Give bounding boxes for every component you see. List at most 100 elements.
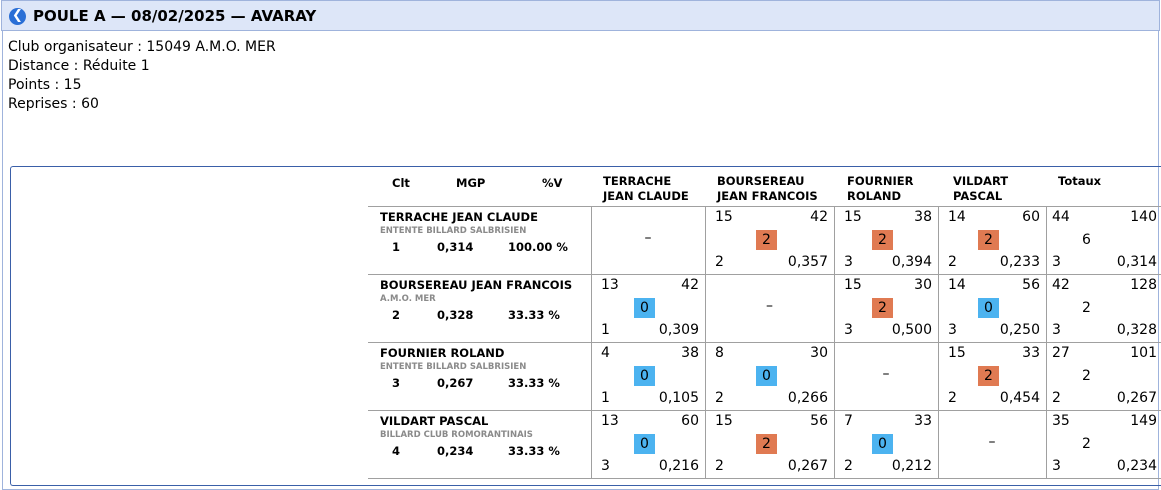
header-opponent-1: TERRACHE JEAN CLAUDE xyxy=(603,174,689,203)
self-dash: – xyxy=(882,366,890,382)
header-opponent-4: VILDART PASCAL xyxy=(953,174,1009,203)
result-badge-win: 2 xyxy=(978,230,999,250)
total-points: 27 xyxy=(1052,345,1070,361)
result-badge-loss: 0 xyxy=(634,298,655,318)
match-points: 8 xyxy=(715,345,724,361)
match-serie: 2 xyxy=(948,390,957,406)
match-points: 4 xyxy=(601,345,610,361)
match-cell: 15 33 2 2 0,454 xyxy=(938,342,1046,410)
player-rank: 3 xyxy=(392,376,401,390)
total-reprises: 128 xyxy=(1130,277,1157,293)
header-totaux: Totaux xyxy=(1058,174,1102,188)
match-reprises: 60 xyxy=(681,413,699,429)
match-cell: 14 56 0 3 0,250 xyxy=(938,274,1046,342)
match-moyenne: 0,357 xyxy=(787,254,828,270)
match-points: 14 xyxy=(948,277,966,293)
match-cell-self: – xyxy=(591,206,705,274)
grid-col-divider xyxy=(834,206,835,478)
grid-col-divider xyxy=(705,206,706,478)
total-match-points: 2 xyxy=(1082,368,1091,384)
total-moyenne: 0,267 xyxy=(1116,390,1157,406)
player-club: ENTENTE BILLARD SALBRISIEN xyxy=(380,362,527,372)
player-name: TERRACHE JEAN CLAUDE xyxy=(380,210,538,224)
total-serie: 3 xyxy=(1052,322,1061,338)
match-reprises: 56 xyxy=(1022,277,1040,293)
player-pct-victoires: 33.33 % xyxy=(508,308,560,322)
match-moyenne: 0,500 xyxy=(891,322,932,338)
player-rank: 2 xyxy=(392,308,401,322)
info-distance: Distance : Réduite 1 xyxy=(8,58,150,74)
player-name: VILDART PASCAL xyxy=(380,414,489,428)
match-cell: 15 30 2 3 0,500 xyxy=(834,274,938,342)
match-cell-self: – xyxy=(705,274,834,342)
header-opponent-2: BOURSEREAU JEAN FRANCOIS xyxy=(717,174,818,203)
match-serie: 2 xyxy=(715,254,724,270)
match-serie: 2 xyxy=(715,458,724,474)
match-moyenne: 0,454 xyxy=(999,390,1040,406)
total-serie: 3 xyxy=(1052,458,1061,474)
match-moyenne: 0,309 xyxy=(658,322,699,338)
info-points: Points : 15 xyxy=(8,77,82,93)
total-reprises: 101 xyxy=(1130,345,1157,361)
match-reprises: 56 xyxy=(810,413,828,429)
result-badge-loss: 0 xyxy=(756,366,777,386)
result-badge-win: 2 xyxy=(756,230,777,250)
grid-row-divider xyxy=(368,478,1161,479)
player-name: BOURSEREAU JEAN FRANCOIS xyxy=(380,278,573,292)
result-badge-win: 2 xyxy=(872,230,893,250)
title-bar: ❮ POULE A — 08/02/2025 — AVARAY xyxy=(1,0,1160,31)
match-moyenne: 0,233 xyxy=(999,254,1040,270)
total-reprises: 140 xyxy=(1130,209,1157,225)
match-cell: 7 33 0 2 0,212 xyxy=(834,410,938,478)
player-rank: 1 xyxy=(392,240,401,254)
match-cell: 15 42 2 2 0,357 xyxy=(705,206,834,274)
back-arrow-icon[interactable]: ❮ xyxy=(9,8,26,25)
match-reprises: 38 xyxy=(681,345,699,361)
match-points: 7 xyxy=(844,413,853,429)
player-mgp: 0,314 xyxy=(437,240,474,254)
total-points: 42 xyxy=(1052,277,1070,293)
match-points: 15 xyxy=(844,209,862,225)
info-reprises: Reprises : 60 xyxy=(8,96,99,112)
header-clt: Clt xyxy=(392,176,410,190)
player-name: FOURNIER ROLAND xyxy=(380,346,505,360)
info-club-organisateur: Club organisateur : 15049 A.M.O. MER xyxy=(8,39,276,55)
match-reprises: 33 xyxy=(914,413,932,429)
match-cell: 8 30 0 2 0,266 xyxy=(705,342,834,410)
match-serie: 2 xyxy=(948,254,957,270)
match-cell: 4 38 0 1 0,105 xyxy=(591,342,705,410)
match-cell: 13 60 0 3 0,216 xyxy=(591,410,705,478)
page-title: POULE A — 08/02/2025 — AVARAY xyxy=(33,7,317,25)
total-serie: 3 xyxy=(1052,254,1061,270)
header-opponent-3: FOURNIER ROLAND xyxy=(847,174,914,203)
header-mgp: MGP xyxy=(456,176,486,190)
match-reprises: 60 xyxy=(1022,209,1040,225)
match-serie: 3 xyxy=(844,254,853,270)
match-moyenne: 0,212 xyxy=(891,458,932,474)
self-dash: – xyxy=(644,230,652,246)
match-points: 14 xyxy=(948,209,966,225)
total-serie: 2 xyxy=(1052,390,1061,406)
match-points: 15 xyxy=(715,413,733,429)
self-dash: – xyxy=(766,298,773,314)
player-mgp: 0,328 xyxy=(437,308,474,322)
player-club: A.M.O. MER xyxy=(380,294,436,304)
match-points: 13 xyxy=(601,277,619,293)
total-points: 35 xyxy=(1052,413,1070,429)
player-mgp: 0,267 xyxy=(437,376,474,390)
match-reprises: 30 xyxy=(810,345,828,361)
result-badge-loss: 0 xyxy=(978,298,999,318)
total-moyenne: 0,314 xyxy=(1116,254,1157,270)
match-cell: 14 60 2 2 0,233 xyxy=(938,206,1046,274)
totals-cell: 27 101 2 2 0,267 xyxy=(1046,342,1161,410)
match-moyenne: 0,266 xyxy=(787,390,828,406)
match-serie: 3 xyxy=(948,322,957,338)
match-cell: 13 42 0 1 0,309 xyxy=(591,274,705,342)
result-badge-win: 2 xyxy=(756,434,777,454)
total-match-points: 2 xyxy=(1082,300,1091,316)
player-mgp: 0,234 xyxy=(437,444,474,458)
match-points: 15 xyxy=(948,345,966,361)
player-rank: 4 xyxy=(392,444,401,458)
match-serie: 2 xyxy=(715,390,724,406)
total-match-points: 2 xyxy=(1082,436,1091,452)
